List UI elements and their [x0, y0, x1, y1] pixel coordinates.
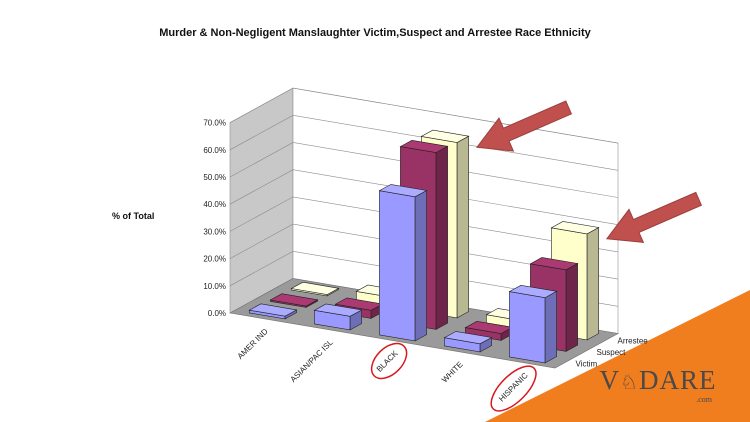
- chart-title: Murder & Non-Negligent Manslaughter Vict…: [159, 27, 591, 39]
- x-tick-label: HISPANIC: [497, 371, 530, 404]
- bar-top-face: [399, 139, 449, 153]
- chart-grid: [229, 87, 619, 307]
- gridline: [229, 114, 619, 171]
- x-tick-label: AMER IND: [236, 327, 270, 361]
- bar: [378, 184, 428, 342]
- bar: [269, 293, 319, 308]
- bar-side-face: [544, 290, 557, 364]
- y-tick-labels: 0.0% 10.0% 20.0% 30.0% 40.0% 50.0% 60.0% 70.0%: [203, 119, 226, 318]
- highlight-arrow: [605, 191, 703, 243]
- brand-corner-triangle: [485, 290, 750, 422]
- gridline: [229, 250, 619, 307]
- y-tick-label: 70.0%: [203, 119, 226, 128]
- bar-side-face: [456, 135, 469, 319]
- gridline: [229, 223, 619, 280]
- bar: [313, 303, 363, 331]
- bar-top-face: [550, 221, 600, 235]
- y-axis-label: % of Total: [112, 211, 155, 221]
- bar-top-face: [443, 331, 493, 345]
- series-label: Victim: [576, 359, 598, 368]
- highlight-circle: [370, 342, 408, 380]
- bar: [443, 331, 493, 353]
- y-tick-label: 50.0%: [203, 173, 226, 182]
- gridline: [229, 169, 619, 225]
- bar: [290, 281, 340, 297]
- bar-side-face: [565, 262, 578, 352]
- gridline: [229, 142, 619, 198]
- series-label: Suspect: [597, 348, 627, 357]
- y-tick-label: 20.0%: [203, 255, 226, 264]
- highlight-arrow: [475, 100, 573, 152]
- bar-top-face: [420, 129, 470, 143]
- y-tick-label: 0.0%: [208, 309, 226, 318]
- bar: [508, 284, 558, 364]
- vdare-logo: V♘DARE .com: [599, 365, 717, 404]
- bar-front-face: [509, 291, 546, 364]
- bar-side-face: [435, 145, 448, 330]
- bar-top-face: [508, 284, 558, 299]
- y-tick-label: 60.0%: [203, 146, 226, 155]
- y-tick-label: 30.0%: [203, 227, 226, 236]
- y-tick-label: 10.0%: [203, 282, 226, 291]
- x-tick-label: ASIAN/PAC ISL: [289, 337, 336, 384]
- bar: [248, 303, 298, 320]
- bar-top-face: [269, 293, 319, 307]
- bar-front-face: [379, 190, 416, 342]
- bar-top-face: [529, 257, 579, 271]
- bar-top-face: [290, 281, 340, 295]
- bar-top-face: [313, 303, 363, 317]
- chart-annotations: [370, 100, 703, 412]
- highlight-circle: [490, 365, 537, 412]
- y-tick-label: 40.0%: [203, 200, 226, 209]
- bar-top-face: [248, 303, 298, 317]
- bar-side-face: [414, 189, 427, 342]
- series-label: Arrestee: [618, 336, 649, 345]
- bar-side-face: [586, 226, 599, 341]
- series-depth-labels: Victim Suspect Arrestee: [576, 336, 649, 368]
- chart-bars: [248, 129, 600, 364]
- bar-top-face: [378, 184, 428, 198]
- gridline: [229, 196, 619, 253]
- gridline: [229, 87, 619, 144]
- x-tick-label: WHITE: [440, 360, 465, 385]
- side-wall: [229, 87, 294, 314]
